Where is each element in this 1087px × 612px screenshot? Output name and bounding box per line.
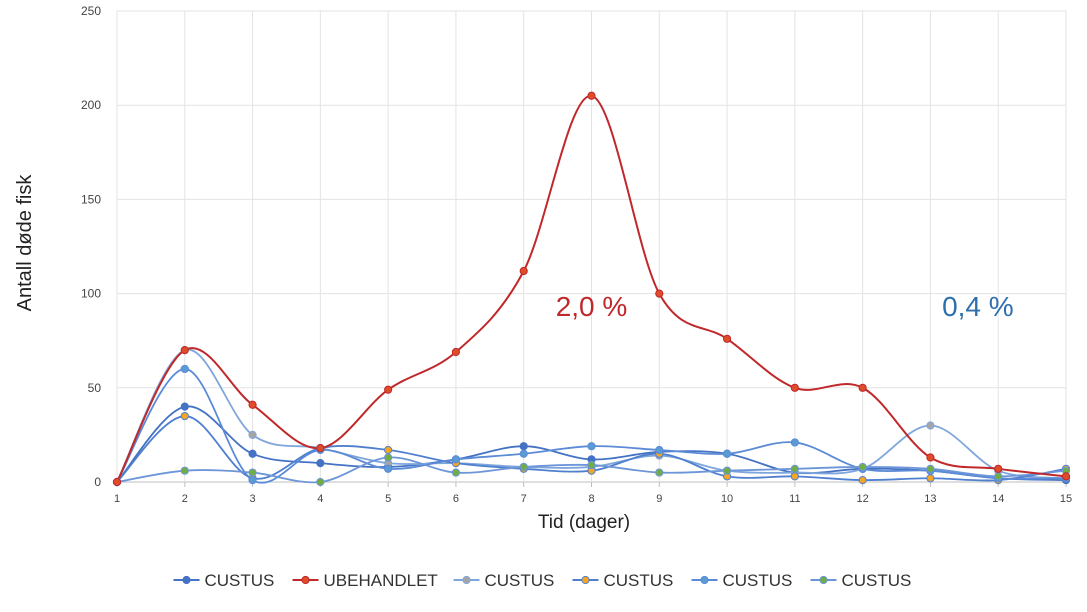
data-point-s2 xyxy=(384,385,393,394)
data-point-s2 xyxy=(519,266,528,276)
legend-label-3: CUSTUS xyxy=(485,571,555,590)
annotation-label: 2,0 % xyxy=(556,291,628,322)
legend-label-2: UBEHANDLET xyxy=(324,571,438,590)
y-axis-title: Antall døde fisk xyxy=(14,174,36,312)
x-tick-label: 10 xyxy=(721,493,733,505)
x-tick-label: 1 xyxy=(114,493,120,505)
legend-marker-2 xyxy=(301,575,310,585)
series-line-5 xyxy=(116,368,1067,484)
data-point-s4 xyxy=(384,445,393,455)
data-point-s6 xyxy=(858,462,867,472)
data-point-s2 xyxy=(451,347,461,357)
data-point-s6 xyxy=(587,460,596,470)
data-point-s2 xyxy=(248,400,257,409)
gridlines xyxy=(116,10,1067,487)
data-point-s6 xyxy=(519,462,528,472)
annotation-label: 0,4 % xyxy=(942,291,1014,322)
series-markers xyxy=(112,91,1071,487)
data-point-s2 xyxy=(858,383,867,392)
x-tick-label: 2 xyxy=(182,493,188,505)
data-point-s1 xyxy=(316,459,325,468)
data-point-s4 xyxy=(180,411,189,421)
y-tick-label: 200 xyxy=(81,98,101,112)
x-tick-label: 3 xyxy=(250,493,256,505)
data-point-s6 xyxy=(384,453,393,462)
x-tick-label: 15 xyxy=(1060,493,1072,505)
data-point-s5 xyxy=(519,449,528,458)
data-point-s6 xyxy=(655,468,664,477)
data-point-s2 xyxy=(655,289,664,298)
data-point-s1 xyxy=(519,442,528,451)
annotations: 2,0 % 0,4 % xyxy=(556,291,1014,322)
data-point-s2 xyxy=(926,453,935,462)
legend-marker-5 xyxy=(700,575,709,585)
data-point-s5 xyxy=(384,464,393,473)
data-point-s2 xyxy=(587,91,596,100)
data-point-s6 xyxy=(722,466,732,475)
data-point-s2 xyxy=(722,334,732,343)
series-line-3 xyxy=(116,348,1067,483)
data-point-s6 xyxy=(790,464,799,473)
data-point-s5 xyxy=(248,476,257,485)
x-tick-label: 13 xyxy=(924,493,936,505)
data-point-s5 xyxy=(655,445,664,455)
x-tick-label: 12 xyxy=(857,493,869,505)
legend-marker-1 xyxy=(182,575,191,585)
y-tick-label: 0 xyxy=(94,475,101,489)
legend-label-1: CUSTUS xyxy=(205,571,275,590)
x-axis-title: Tid (dager) xyxy=(538,512,630,533)
legend-label-4: CUSTUS xyxy=(604,571,674,590)
data-point-s4 xyxy=(858,476,867,485)
legend-label-6: CUSTUS xyxy=(842,571,912,590)
y-tick-label: 100 xyxy=(81,287,101,301)
data-point-s5 xyxy=(722,449,732,458)
data-point-s6 xyxy=(926,464,935,473)
y-tick-label: 250 xyxy=(81,4,101,18)
data-point-s1 xyxy=(248,449,257,458)
x-tick-label: 7 xyxy=(521,493,527,505)
data-point-s6 xyxy=(316,477,325,487)
data-point-s4 xyxy=(790,472,799,481)
x-tick-label: 11 xyxy=(789,493,800,505)
y-tick-label: 50 xyxy=(88,381,102,395)
data-point-s2 xyxy=(180,346,189,355)
data-point-s5 xyxy=(451,455,461,464)
legend: CUSTUS UBEHANDLET CUSTUS CUSTUS CUSTUS CUSTUS xyxy=(173,571,912,590)
data-point-s2 xyxy=(316,443,325,453)
data-point-s2 xyxy=(994,464,1003,473)
data-point-s3 xyxy=(926,421,935,430)
data-point-s2 xyxy=(1061,472,1071,481)
x-tick-label: 9 xyxy=(656,493,662,505)
data-point-s6 xyxy=(180,466,189,475)
legend-marker-6 xyxy=(819,575,828,585)
legend-marker-3 xyxy=(462,575,471,585)
data-point-s5 xyxy=(180,364,189,374)
data-point-s5 xyxy=(587,442,596,451)
data-point-s2 xyxy=(112,477,122,487)
legend-label-5: CUSTUS xyxy=(723,571,793,590)
y-tick-label: 150 xyxy=(81,192,101,206)
x-tick-label: 4 xyxy=(317,493,323,505)
data-point-s4 xyxy=(926,474,935,483)
data-point-s2 xyxy=(790,383,799,392)
data-point-s6 xyxy=(451,468,461,477)
series-line-2 xyxy=(116,94,1067,483)
x-tick-label: 6 xyxy=(453,493,459,505)
legend-marker-4 xyxy=(581,575,590,585)
x-tick-label: 8 xyxy=(588,493,594,505)
data-point-s1 xyxy=(180,402,189,411)
data-point-s3 xyxy=(248,430,257,439)
data-point-s5 xyxy=(790,438,799,447)
data-point-s6 xyxy=(248,468,257,477)
data-point-s6 xyxy=(994,472,1003,481)
x-tick-label: 5 xyxy=(385,493,391,505)
x-tick-label: 14 xyxy=(992,493,1004,505)
